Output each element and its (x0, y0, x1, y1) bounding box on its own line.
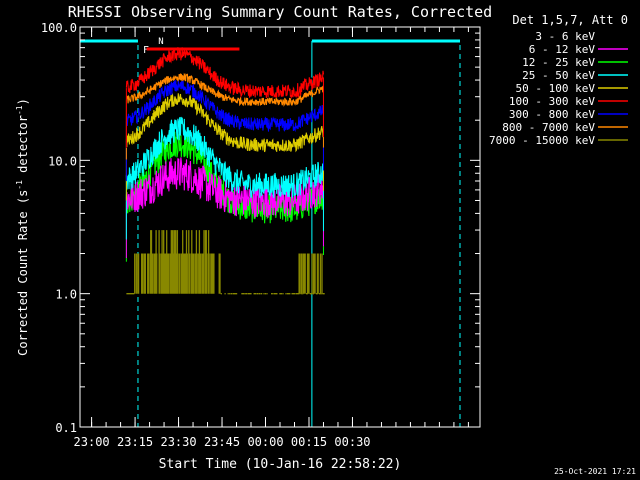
series-path (125, 80, 325, 133)
legend-entry-label: 50 - 100 keV (516, 82, 596, 95)
x-axis: 23:00 23:15 23:30 23:45 00:00 00:15 00:30 (74, 27, 469, 449)
legend-entry-label: 100 - 300 keV (509, 95, 595, 108)
x-tick-label: 23:15 (117, 435, 153, 449)
y-tick-label: 1.0 (55, 288, 77, 302)
series-100-300-kev (125, 47, 325, 148)
night-label: N (158, 37, 163, 47)
y-axis-label-main: Corrected Count Rate (s (16, 190, 30, 356)
y-tick-label: 10.0 (48, 154, 77, 168)
legend-entry-label: 3 - 6 keV (535, 30, 595, 43)
footer-date: 25-Oct-2021 17:21 (554, 467, 636, 476)
x-tick-label: 23:00 (74, 435, 110, 449)
y-tick-label: 0.1 (55, 421, 77, 435)
series-layer (125, 47, 325, 295)
y-axis: 0.1 1.0 10.0 100.0 (41, 21, 480, 435)
legend-entry-label: 12 - 25 keV (522, 56, 595, 69)
flare-label: F (143, 45, 149, 56)
x-axis-label: Start Time (10-Jan-16 22:58:22) (159, 457, 402, 472)
x-tick-label: 23:45 (204, 435, 240, 449)
legend-entry-label: 300 - 800 keV (509, 108, 595, 121)
y-axis-label: Corrected Count Rate (s-1 detector-1) (15, 98, 30, 356)
series-path (126, 230, 325, 295)
x-tick-label: 00:15 (291, 435, 327, 449)
series-path (125, 157, 324, 218)
x-tick-label: 00:30 (334, 435, 370, 449)
series-path (125, 116, 325, 199)
y-axis-label-end: ) (16, 98, 30, 105)
x-tick-label: 23:30 (160, 435, 196, 449)
y-tick-label: 100.0 (41, 21, 77, 35)
y-axis-label-mid: detector (16, 115, 30, 180)
series-path (125, 72, 325, 107)
legend-entry-label: 25 - 50 keV (522, 69, 595, 82)
series-7000-15000-kev (126, 230, 325, 295)
orbit-annotations: N F (80, 37, 461, 427)
legend-entry-label: 800 - 7000 keV (502, 121, 595, 134)
series-path (125, 93, 325, 153)
legend-title: Det 1,5,7, Att 0 (512, 13, 628, 27)
y-axis-label-sup1: -1 (15, 180, 24, 190)
y-axis-label-sup2: -1 (15, 105, 24, 115)
x-tick-label: 00:00 (247, 435, 283, 449)
series-path (125, 47, 325, 100)
legend-entry-label: 7000 - 15000 keV (489, 134, 595, 147)
legend-entry-label: 6 - 12 keV (529, 43, 596, 56)
chart-title: RHESSI Observing Summary Count Rates, Co… (68, 3, 492, 21)
